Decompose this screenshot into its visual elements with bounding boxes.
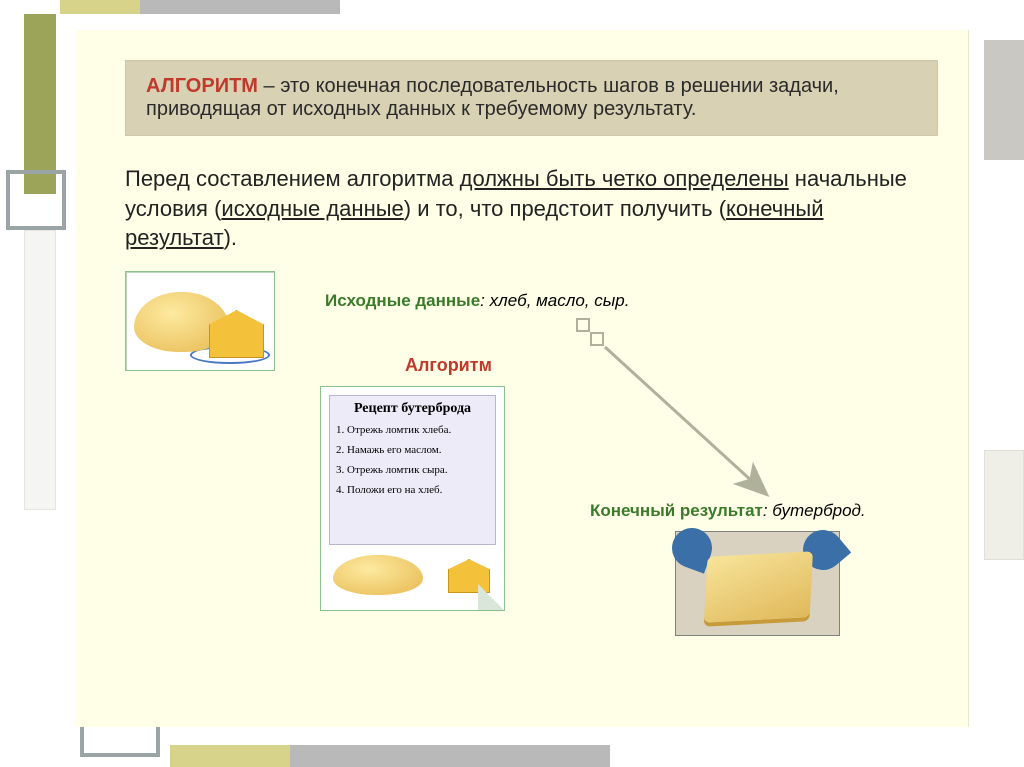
algorithm-label: Алгоритм	[405, 355, 492, 376]
result-label-value: : бутерброд.	[763, 501, 866, 520]
para-underline: должны быть четко определены	[460, 166, 789, 191]
decor-bar	[984, 450, 1024, 560]
para-text: ) и то, что предстоит получить (	[404, 196, 726, 221]
recipe-image	[327, 547, 498, 599]
recipe-step: 2. Намажь его маслом.	[330, 440, 495, 460]
input-image	[125, 271, 275, 371]
decor-bar	[290, 745, 610, 767]
bread-icon	[333, 555, 423, 595]
result-label: Конечный результат: бутерброд.	[590, 501, 866, 521]
input-label-value: : хлеб, масло, сыр.	[480, 291, 629, 310]
slide-canvas: АЛГОРИТМ – это конечная последовательнос…	[75, 30, 969, 727]
arrow-tail-box	[577, 319, 589, 331]
intro-paragraph: Перед составлением алгоритма должны быть…	[125, 164, 938, 253]
para-text: Перед составлением алгоритма	[125, 166, 460, 191]
flow-arrow	[565, 315, 825, 525]
recipe-step: 4. Положи его на хлеб.	[330, 480, 495, 500]
para-underline: исходные данные	[221, 196, 403, 221]
para-text: ).	[224, 225, 237, 250]
recipe-body: Рецепт бутерброда 1. Отрежь ломтик хлеба…	[329, 395, 496, 545]
input-label-title: Исходные данные	[325, 291, 480, 310]
decor-bar	[140, 0, 340, 14]
sandwich-icon	[704, 551, 813, 622]
decor-bar	[24, 230, 56, 510]
decor-bar	[984, 40, 1024, 160]
definition-box: АЛГОРИТМ – это конечная последовательнос…	[125, 60, 938, 136]
arrow-tail-box	[591, 333, 603, 345]
recipe-card: Рецепт бутерброда 1. Отрежь ломтик хлеба…	[320, 386, 505, 611]
decor-bar	[24, 14, 56, 194]
recipe-step: 1. Отрежь ломтик хлеба.	[330, 420, 495, 440]
recipe-title: Рецепт бутерброда	[330, 396, 495, 420]
recipe-step: 3. Отрежь ломтик сыра.	[330, 460, 495, 480]
result-label-title: Конечный результат	[590, 501, 763, 520]
decor-box	[6, 170, 66, 230]
arrow-line	[605, 347, 765, 493]
decor-bar	[60, 0, 140, 14]
page-curl-icon	[478, 584, 504, 610]
result-image	[675, 531, 840, 636]
definition-term: АЛГОРИТМ	[146, 75, 258, 97]
input-data-label: Исходные данные: хлеб, масло, сыр.	[325, 291, 629, 311]
decor-bar	[170, 745, 290, 767]
flow-diagram: Исходные данные: хлеб, масло, сыр. Алгор…	[125, 271, 938, 651]
